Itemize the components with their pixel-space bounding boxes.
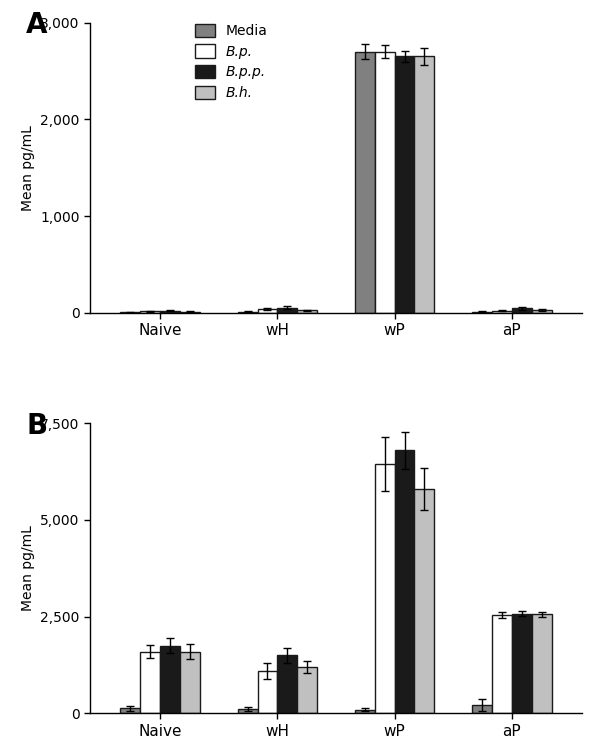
Bar: [140, 652, 160, 713]
Bar: [492, 615, 512, 713]
Bar: [532, 614, 551, 713]
Bar: [512, 309, 532, 313]
Bar: [160, 646, 180, 713]
Bar: [472, 312, 492, 313]
Bar: [355, 710, 374, 713]
Bar: [532, 310, 551, 313]
Bar: [472, 705, 492, 713]
Bar: [277, 307, 298, 313]
Bar: [277, 656, 298, 713]
Bar: [395, 56, 415, 313]
Text: B: B: [26, 412, 47, 439]
Bar: [374, 52, 395, 313]
Bar: [374, 464, 395, 713]
Bar: [121, 708, 140, 713]
Bar: [415, 56, 434, 313]
Text: A: A: [26, 11, 47, 39]
Bar: [180, 652, 200, 713]
Bar: [257, 671, 277, 713]
Bar: [238, 709, 257, 713]
Bar: [298, 310, 317, 313]
Bar: [355, 52, 374, 313]
Bar: [395, 451, 415, 713]
Bar: [257, 309, 277, 313]
Bar: [238, 312, 257, 313]
Legend: Media, B.p., B.p.p., B.h.: Media, B.p., B.p.p., B.h.: [196, 24, 268, 100]
Bar: [160, 311, 180, 313]
Y-axis label: Mean pg/mL: Mean pg/mL: [20, 526, 35, 611]
Bar: [140, 312, 160, 313]
Y-axis label: Mean pg/mL: Mean pg/mL: [20, 125, 35, 210]
Bar: [512, 614, 532, 713]
Bar: [492, 311, 512, 313]
Bar: [298, 667, 317, 713]
Bar: [415, 489, 434, 713]
Bar: [180, 312, 200, 313]
